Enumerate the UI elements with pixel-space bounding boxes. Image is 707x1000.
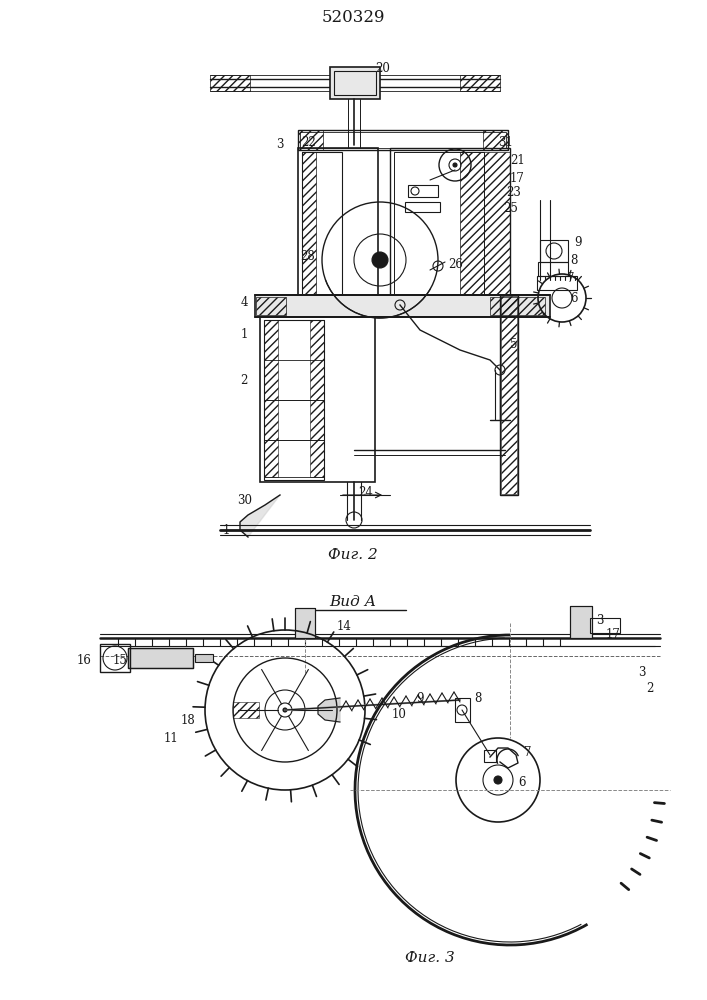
Circle shape	[283, 708, 287, 712]
Bar	[501, 296, 517, 494]
Bar	[500, 295, 518, 495]
Bar	[264, 320, 278, 477]
Text: 20: 20	[375, 62, 390, 75]
Bar	[334, 71, 376, 95]
Bar	[302, 152, 316, 300]
Bar	[408, 185, 438, 197]
Bar	[302, 152, 342, 300]
Bar	[256, 297, 286, 315]
Circle shape	[453, 163, 457, 167]
Text: 8: 8	[570, 253, 578, 266]
Bar	[300, 132, 506, 148]
Bar	[264, 320, 324, 480]
Text: 30: 30	[237, 493, 252, 506]
Bar	[298, 148, 378, 303]
Bar	[390, 148, 510, 303]
Text: 5: 5	[510, 338, 518, 352]
Text: 26: 26	[448, 257, 463, 270]
Text: 3: 3	[276, 138, 284, 151]
Text: 520329: 520329	[321, 9, 385, 26]
Bar	[540, 240, 568, 262]
Bar	[490, 297, 545, 315]
Bar	[483, 130, 508, 150]
Bar	[264, 440, 324, 477]
Bar	[260, 317, 375, 482]
Text: 17: 17	[510, 172, 525, 184]
Bar	[298, 130, 508, 150]
Bar	[405, 202, 440, 212]
Text: 9: 9	[416, 692, 423, 704]
Circle shape	[372, 252, 388, 268]
Bar	[210, 75, 250, 91]
Text: 23: 23	[506, 186, 521, 200]
Text: 9: 9	[574, 235, 581, 248]
Text: 25: 25	[503, 202, 518, 215]
Text: 3: 3	[596, 613, 604, 626]
Bar	[255, 295, 550, 317]
Bar	[128, 648, 193, 668]
Text: 10: 10	[392, 708, 407, 720]
Bar	[394, 152, 484, 300]
Bar	[295, 608, 315, 638]
Text: 2: 2	[240, 373, 248, 386]
Text: 11: 11	[163, 732, 178, 744]
Bar	[295, 608, 315, 638]
Text: 31: 31	[498, 136, 513, 149]
Text: 14: 14	[337, 619, 352, 633]
Text: 21: 21	[510, 153, 525, 166]
Text: 2: 2	[646, 682, 653, 694]
Text: 6: 6	[570, 292, 578, 304]
Text: 28: 28	[300, 250, 315, 263]
Bar	[460, 152, 510, 300]
Text: 6: 6	[518, 776, 525, 788]
Bar	[484, 750, 496, 762]
Bar	[128, 648, 193, 668]
Bar	[330, 67, 380, 99]
Text: Фиг. 2: Фиг. 2	[328, 548, 378, 562]
Text: 22: 22	[301, 136, 316, 149]
Text: 7: 7	[524, 746, 532, 758]
Text: 17: 17	[606, 628, 621, 641]
Bar	[264, 360, 324, 400]
Text: 3: 3	[638, 666, 645, 678]
Bar	[590, 618, 620, 633]
Text: 1: 1	[240, 328, 248, 342]
Circle shape	[494, 776, 502, 784]
Text: 16: 16	[77, 654, 92, 666]
Text: 24: 24	[358, 487, 373, 499]
Text: 4: 4	[240, 296, 248, 308]
Bar	[100, 644, 130, 672]
Bar	[310, 320, 324, 477]
Bar	[233, 702, 259, 718]
Bar	[538, 262, 568, 276]
Text: 18: 18	[180, 714, 195, 726]
Bar	[298, 130, 323, 150]
Text: 8: 8	[474, 692, 481, 704]
Text: 15: 15	[113, 654, 128, 666]
Bar	[455, 698, 470, 722]
Bar	[460, 75, 500, 91]
Bar	[570, 606, 592, 638]
Polygon shape	[318, 698, 340, 722]
Text: 7: 7	[567, 271, 575, 284]
Bar	[570, 606, 592, 638]
Bar	[195, 654, 213, 662]
Bar	[537, 276, 577, 290]
Bar	[264, 400, 324, 440]
Polygon shape	[240, 495, 280, 537]
Text: Вид А: Вид А	[329, 595, 377, 609]
Text: Фиг. 3: Фиг. 3	[405, 951, 455, 965]
Text: 1: 1	[223, 524, 230, 536]
